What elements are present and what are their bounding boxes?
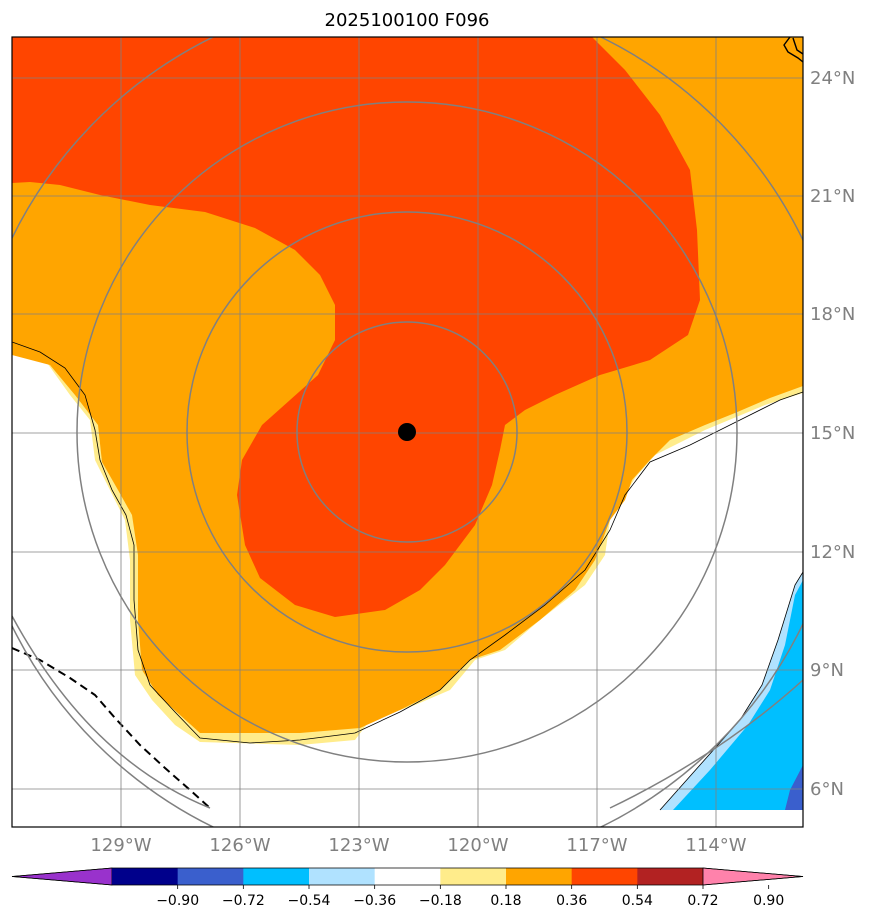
colorbar-outline: [11, 867, 804, 886]
field-contour-negative-036: [673, 580, 803, 810]
field-contour-054: [12, 37, 700, 617]
lat-label: 18°N: [810, 304, 855, 325]
colorbar-segment: [177, 868, 244, 885]
colorbar-tick-label: −0.36: [353, 893, 396, 909]
colorbar-segment: [309, 868, 376, 885]
graticule: [12, 37, 803, 827]
figure-title: 2025100100 F096: [325, 10, 490, 31]
lat-label: 6°N: [810, 779, 844, 800]
range-ring-2: [186, 211, 628, 653]
lon-label: 126°W: [209, 835, 270, 856]
colorbar-tick-label: 0.18: [490, 893, 521, 909]
colorbar-extend-high: [702, 867, 804, 886]
colorbar-segment: [374, 868, 441, 885]
lon-label: 129°W: [90, 835, 151, 856]
latitude-labels: 24°N 21°N 18°N 15°N 12°N 9°N 6°N: [810, 68, 855, 800]
longitude-labels: 129°W 126°W 123°W 120°W 117°W 114°W: [90, 835, 746, 856]
colorbar-segment: [112, 868, 179, 885]
colorbar-extend-low: [11, 867, 113, 886]
field-contour-negative-054: [785, 765, 803, 810]
colorbar-tick-label: −0.18: [419, 893, 462, 909]
lat-label: 15°N: [810, 423, 855, 444]
lon-label: 123°W: [328, 835, 389, 856]
lat-label: 9°N: [810, 660, 844, 681]
range-ring-1: [296, 321, 518, 543]
colorbar-segment: [243, 868, 310, 885]
map-panel: [12, 37, 803, 827]
lat-label: 21°N: [810, 186, 855, 207]
colorbar-segment: [571, 868, 638, 885]
map-frame: [11, 36, 804, 828]
lat-label: 12°N: [810, 542, 855, 563]
range-rings: [12, 37, 803, 827]
range-ring-3: [76, 101, 738, 763]
coastline-top-right: [783, 37, 803, 63]
colorbar-segment: [506, 868, 573, 885]
contour-line-dashed: [12, 647, 211, 809]
colorbar-tick-label: −0.54: [288, 893, 331, 909]
colorbar: −0.90 −0.72 −0.54 −0.36 −0.18 0.18 0.36 0.54 0.7…: [11, 867, 804, 909]
lon-label: 114°W: [685, 835, 746, 856]
colorbar-segment: [440, 868, 507, 885]
colorbar-tick-label: −0.90: [156, 893, 199, 909]
contour-line-west: [12, 341, 803, 744]
colorbar-tick-label: 0.72: [687, 893, 718, 909]
colorbar-tick-label: −0.72: [222, 893, 265, 909]
colorbar-tick-label: 0.36: [556, 893, 587, 909]
colorbar-tick-label: 0.90: [753, 893, 784, 909]
storm-center-marker: [398, 423, 416, 441]
lon-label: 117°W: [566, 835, 627, 856]
colorbar-tick-label: 0.54: [622, 893, 653, 909]
lon-label: 120°W: [447, 835, 508, 856]
colorbar-segment: [637, 868, 704, 885]
outer-ring-fragments: [12, 615, 803, 809]
lat-label: 24°N: [810, 68, 855, 89]
contour-line-southeast: [659, 571, 803, 811]
